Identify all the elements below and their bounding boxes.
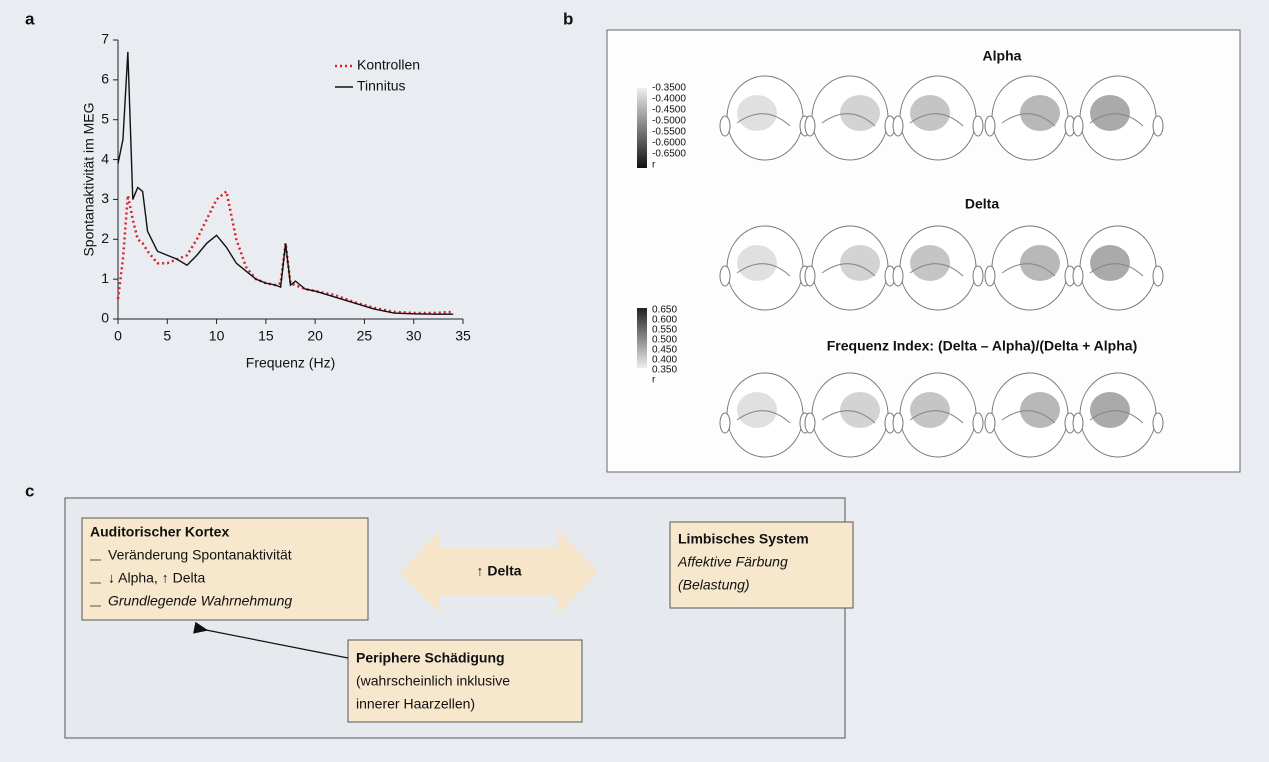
page: {"chart_data":{"type":"line","x_label":"… xyxy=(0,0,1269,762)
ear xyxy=(1073,266,1083,286)
colorbar-label: -0.4500 xyxy=(652,105,686,116)
ear xyxy=(985,116,995,136)
y-tick-label: 0 xyxy=(101,310,109,326)
ear xyxy=(1153,266,1163,286)
node-item: Grundlegende Wahrnehmung xyxy=(108,593,292,609)
activity xyxy=(737,95,777,131)
x-tick-label: 30 xyxy=(406,328,422,344)
y-tick-label: 5 xyxy=(101,110,109,126)
ear xyxy=(1153,116,1163,136)
colorbar-label: 0.350 xyxy=(652,365,677,376)
y-tick-label: 4 xyxy=(101,150,109,166)
colorbar-label: -0.5000 xyxy=(652,116,686,127)
activity xyxy=(910,245,950,281)
ear xyxy=(720,413,730,433)
ear xyxy=(1073,413,1083,433)
figure: a b c 0 1 2 3 4 5 6 7 0 5 10 15 20 25 30 35 Frequenz (Hz… xyxy=(0,0,1269,762)
panel-label: c xyxy=(25,481,34,500)
x-axis-label: Frequenz (Hz) xyxy=(246,355,335,371)
x-tick-label: 25 xyxy=(357,328,373,344)
y-tick-label: 7 xyxy=(101,31,109,47)
ear xyxy=(1073,116,1083,136)
node-line: innerer Haarzellen) xyxy=(356,696,475,712)
activity xyxy=(910,95,950,131)
y-tick-label: 6 xyxy=(101,71,109,87)
colorbar-label: -0.4000 xyxy=(652,94,686,105)
ear xyxy=(973,266,983,286)
map-title: Alpha xyxy=(983,48,1022,64)
ear xyxy=(973,116,983,136)
ear xyxy=(893,413,903,433)
x-tick-label: 20 xyxy=(307,328,323,344)
y-tick-label: 3 xyxy=(101,190,109,206)
y-tick-label: 1 xyxy=(101,270,109,286)
map-title: Delta xyxy=(965,196,999,212)
ear xyxy=(973,413,983,433)
legend-label: Tinnitus xyxy=(357,78,406,94)
x-tick-label: 5 xyxy=(163,328,171,344)
node-title: Auditorischer Kortex xyxy=(90,524,229,540)
x-tick-label: 15 xyxy=(258,328,274,344)
ear xyxy=(985,413,995,433)
node-line: Affektive Färbung xyxy=(677,554,788,570)
node-title: Limbisches System xyxy=(678,531,809,547)
activity xyxy=(737,245,777,281)
ear xyxy=(805,116,815,136)
x-tick-label: 10 xyxy=(209,328,225,344)
ear xyxy=(720,266,730,286)
colorbar-label: -0.5500 xyxy=(652,127,686,138)
ear xyxy=(720,116,730,136)
node-line: (wahrscheinlich inklusive xyxy=(356,673,510,689)
ear xyxy=(985,266,995,286)
series-line xyxy=(118,191,453,313)
node-item: Veränderung Spontanaktivität xyxy=(108,547,292,563)
node-line: (Belastung) xyxy=(678,577,750,593)
ear xyxy=(805,413,815,433)
panel-label: a xyxy=(25,9,35,28)
y-tick-label: 2 xyxy=(101,230,109,246)
colorbar xyxy=(637,308,647,368)
activity xyxy=(737,392,777,428)
x-tick-label: 0 xyxy=(114,328,122,344)
ear xyxy=(893,266,903,286)
brain-maps xyxy=(720,76,1163,457)
panel-label: b xyxy=(563,9,573,28)
ear xyxy=(893,116,903,136)
colorbar-label: -0.6500 xyxy=(652,149,686,160)
activity xyxy=(910,392,950,428)
colorbar-label: -0.3500 xyxy=(652,83,686,94)
colorbar xyxy=(637,88,647,168)
ear xyxy=(805,266,815,286)
colorbar-label: -0.6000 xyxy=(652,138,686,149)
node-item: ↓ Alpha, ↑ Delta xyxy=(108,570,205,586)
activity xyxy=(1090,245,1130,281)
legend-label: Kontrollen xyxy=(357,57,420,73)
activity xyxy=(1090,95,1130,131)
x-tick-label: 35 xyxy=(455,328,471,344)
map-title: Frequenz Index: (Delta – Alpha)/(Delta +… xyxy=(827,338,1138,354)
line-chart: 0 1 2 3 4 5 6 7 0 5 10 15 20 25 30 35 Frequenz (Hz) Spont… xyxy=(81,31,471,371)
node-title: Periphere Schädigung xyxy=(356,650,505,666)
arrow-label: ↑ Delta xyxy=(476,563,521,579)
y-axis-label: Spontanaktivität im MEG xyxy=(81,102,97,256)
ear xyxy=(1153,413,1163,433)
activity xyxy=(1090,392,1130,428)
